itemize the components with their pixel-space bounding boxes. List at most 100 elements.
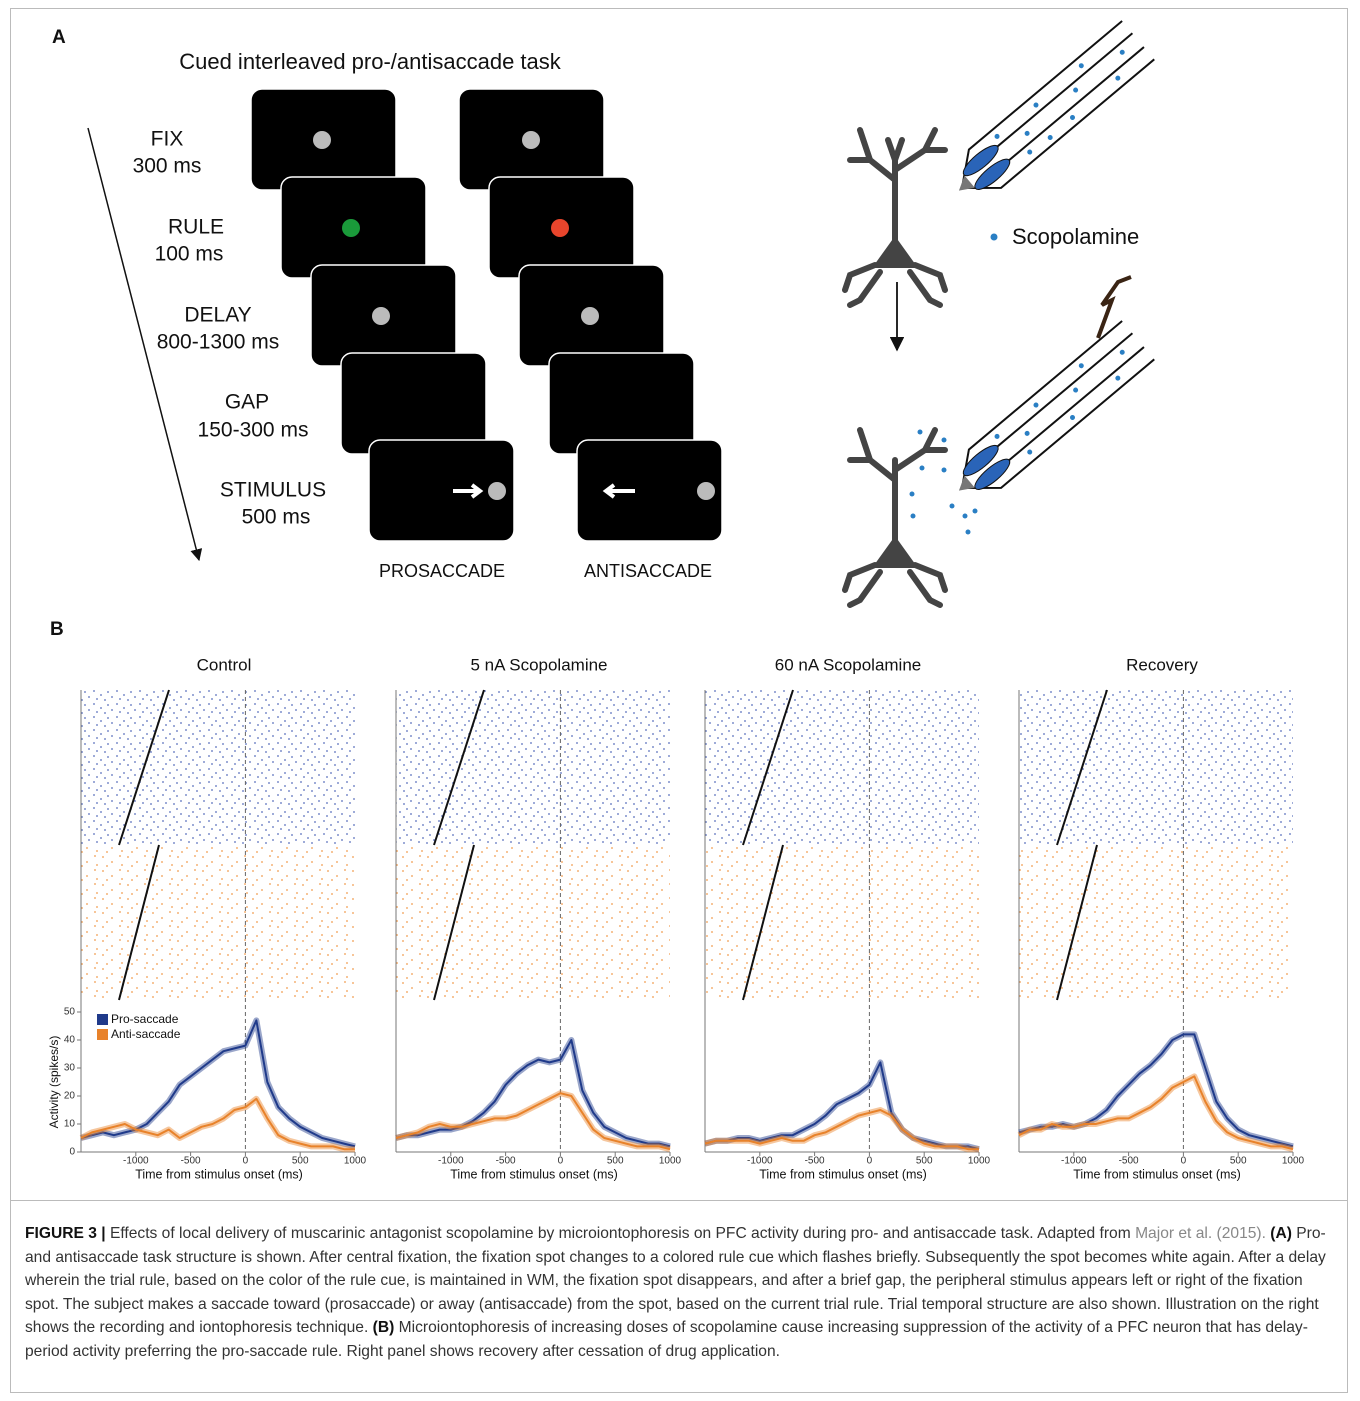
series-line (704, 1109, 979, 1151)
epoch-name: DELAY (184, 304, 251, 327)
caption-label: (A) (1270, 1225, 1292, 1242)
x-tick-label: 1000 (968, 1156, 991, 1167)
figure-label: FIGURE 3 | (25, 1225, 106, 1242)
reaction-line (1056, 689, 1108, 846)
series-band (1018, 1031, 1294, 1150)
x-tick-label: -500 (496, 1156, 516, 1167)
panel-title: Cued interleaved pro-/antisaccade task (179, 49, 562, 74)
x-axis-label: Time from stimulus onset (ms) (135, 1167, 303, 1181)
y-tick-label: 0 (69, 1147, 75, 1158)
x-tick-label: 500 (292, 1156, 309, 1167)
series-line (704, 1061, 980, 1151)
screens (250, 88, 723, 542)
series-line (1018, 1075, 1294, 1151)
series-line (395, 1039, 671, 1148)
reaction-line (118, 844, 160, 1001)
series-line (395, 1092, 671, 1151)
caption-text: Effects of local delivery of muscarinic … (109, 1225, 1131, 1242)
y-tick-label: 30 (64, 1063, 76, 1074)
time-arrow (87, 127, 203, 562)
raster-anti (396, 845, 670, 1000)
panel-label: B (50, 619, 64, 640)
caption-rule (10, 1200, 1348, 1201)
raster-pro (1019, 690, 1293, 845)
drug-dot (990, 233, 998, 241)
reaction-line (118, 689, 170, 846)
x-tick-label: -500 (1119, 1156, 1139, 1167)
x-tick-label: -500 (181, 1156, 201, 1167)
panel-title: Control (197, 655, 252, 674)
reaction-line (433, 844, 475, 1001)
caption-text: Microiontophoresis of increasing doses o… (25, 1319, 1308, 1360)
series-band (704, 1059, 980, 1153)
x-tick-label: 0 (558, 1156, 564, 1167)
x-tick-label: -500 (805, 1156, 825, 1167)
x-tick-label: 1000 (1282, 1156, 1305, 1167)
x-tick-label: 500 (916, 1156, 933, 1167)
panel-title: 60 nA Scopolamine (775, 655, 922, 674)
x-tick-label: 500 (1230, 1156, 1247, 1167)
x-axis-label: Time from stimulus onset (ms) (759, 1167, 927, 1181)
raster-pro (705, 690, 979, 845)
y-axis-label: Activity (spikes/s) (47, 1036, 61, 1129)
raster-anti (1019, 845, 1293, 1000)
epoch-duration: 800-1300 ms (157, 331, 280, 354)
pipette (958, 320, 1155, 491)
caption-label: (B) (372, 1319, 395, 1336)
reaction-line (742, 844, 784, 1001)
y-tick-label: 20 (64, 1091, 76, 1102)
y-tick-label: 40 (64, 1035, 76, 1046)
figure: A Cued interleaved pro-/antisaccade task… (47, 20, 1305, 1181)
caption-text: Pro- and antisaccade task structure is s… (25, 1225, 1326, 1336)
epoch-name: RULE (168, 216, 224, 239)
x-tick-label: 0 (1181, 1156, 1187, 1167)
reaction-line (1056, 844, 1098, 1001)
x-tick-label: 1000 (344, 1156, 367, 1167)
x-axis-label: Time from stimulus onset (ms) (450, 1167, 618, 1181)
x-tick-label: 0 (243, 1156, 249, 1167)
series-line (80, 1097, 355, 1151)
raster-pro (81, 690, 355, 845)
epoch-duration: 300 ms (133, 155, 202, 178)
x-tick-label: -1000 (747, 1156, 773, 1167)
y-tick-label: 10 (64, 1119, 76, 1130)
drug-label: Scopolamine (1012, 224, 1139, 249)
raster-anti (705, 845, 979, 1000)
caption: FIGURE 3 | Effects of local delivery of … (25, 1222, 1330, 1363)
legend-swatch (97, 1014, 108, 1025)
neuron (842, 127, 948, 608)
epoch-duration: 500 ms (242, 506, 311, 529)
x-axis-label: Time from stimulus onset (ms) (1073, 1167, 1241, 1181)
epoch-name: STIMULUS (220, 479, 326, 502)
epoch-duration: 150-300 ms (198, 419, 309, 442)
series-line (1018, 1033, 1294, 1148)
panel-title: 5 nA Scopolamine (470, 655, 607, 674)
raster-pro (396, 690, 670, 845)
reference: Major et al. (2015). (1135, 1225, 1266, 1242)
raster-anti (81, 845, 355, 1000)
pipette (958, 20, 1155, 191)
epoch-name: FIX (151, 128, 184, 151)
condition-label: PROSACCADE (379, 561, 505, 581)
reaction-line (433, 689, 485, 846)
x-tick-label: -1000 (123, 1156, 149, 1167)
legend-label: Pro-saccade (111, 1012, 179, 1026)
condition-label: ANTISACCADE (584, 561, 712, 581)
x-tick-label: 0 (867, 1156, 873, 1167)
soma (872, 536, 918, 568)
panel-title: Recovery (1126, 655, 1198, 674)
x-tick-label: 1000 (659, 1156, 682, 1167)
panel-label: A (52, 27, 66, 48)
epoch-name: GAP (225, 391, 269, 414)
series-line (80, 1019, 356, 1148)
soma (872, 236, 918, 268)
epoch-duration: 100 ms (155, 243, 224, 266)
x-tick-label: -1000 (1061, 1156, 1087, 1167)
screen-spots (313, 131, 715, 500)
released-drug (909, 429, 978, 535)
current-symbol (1096, 275, 1132, 339)
figure-frame (10, 8, 1348, 1393)
legend-swatch (97, 1029, 108, 1040)
legend-label: Anti-saccade (111, 1027, 181, 1041)
